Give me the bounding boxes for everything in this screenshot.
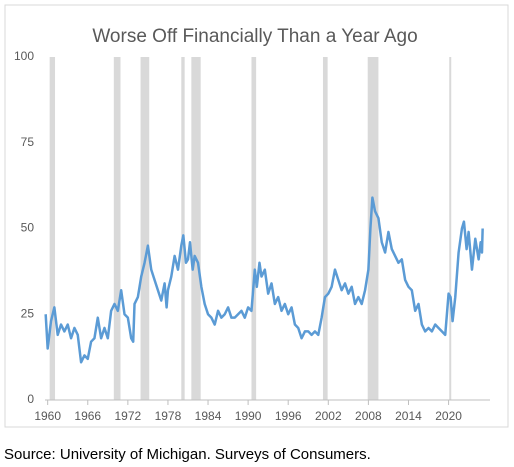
recession-band bbox=[449, 57, 452, 400]
y-tick-label: 100 bbox=[14, 49, 34, 63]
chart-title: Worse Off Financially Than a Year Ago bbox=[92, 26, 417, 47]
x-tick-label: 1996 bbox=[275, 409, 302, 423]
x-tick-label: 2020 bbox=[435, 409, 462, 423]
recession-band bbox=[140, 57, 150, 400]
x-tick-label: 2002 bbox=[315, 409, 342, 423]
y-tick-label: 75 bbox=[21, 135, 35, 149]
x-tick-label: 1978 bbox=[155, 409, 182, 423]
chart-border bbox=[4, 4, 509, 428]
y-tick-label: 50 bbox=[21, 221, 35, 235]
recession-band bbox=[113, 57, 121, 400]
x-tick-label: 1990 bbox=[235, 409, 262, 423]
y-tick-label: 0 bbox=[27, 392, 34, 406]
x-tick-label: 1960 bbox=[34, 409, 61, 423]
recession-band bbox=[367, 57, 379, 400]
recession-band bbox=[181, 57, 185, 400]
x-tick-label: 1984 bbox=[195, 409, 222, 423]
x-tick-label: 1966 bbox=[74, 409, 101, 423]
recession-band bbox=[191, 57, 201, 400]
data-line bbox=[44, 196, 484, 364]
recession-band bbox=[251, 57, 257, 400]
recession-band bbox=[49, 57, 56, 400]
x-tick-label: 2008 bbox=[355, 409, 382, 423]
x-tick-label: 1972 bbox=[115, 409, 142, 423]
recession-band bbox=[322, 57, 328, 400]
x-tick-label: 2014 bbox=[395, 409, 422, 423]
y-tick-label: 25 bbox=[21, 306, 35, 320]
source-note: Source: University of Michigan. Surveys … bbox=[4, 446, 371, 463]
